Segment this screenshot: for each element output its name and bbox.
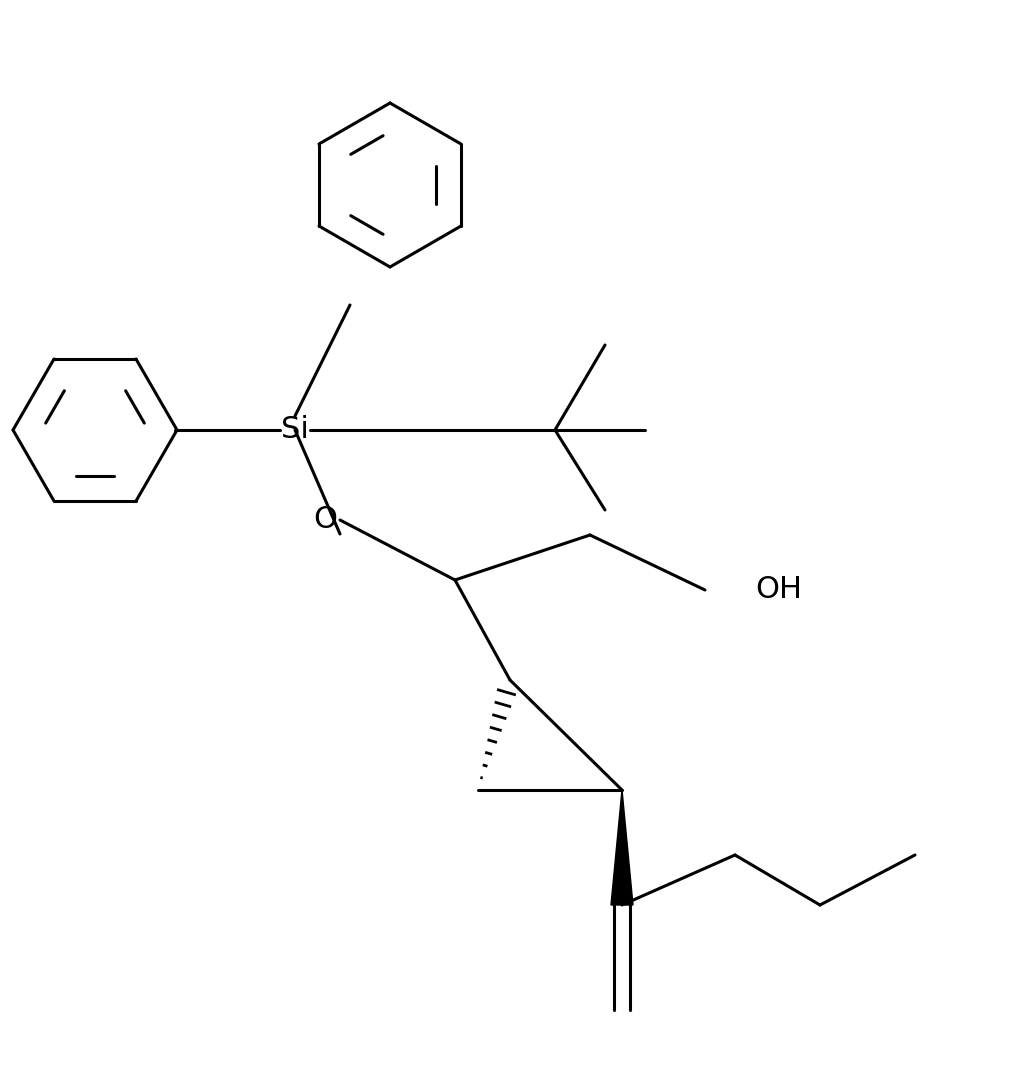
Polygon shape — [611, 790, 633, 906]
Text: OH: OH — [755, 576, 802, 605]
Text: O: O — [313, 506, 337, 535]
Text: Si: Si — [281, 415, 309, 444]
